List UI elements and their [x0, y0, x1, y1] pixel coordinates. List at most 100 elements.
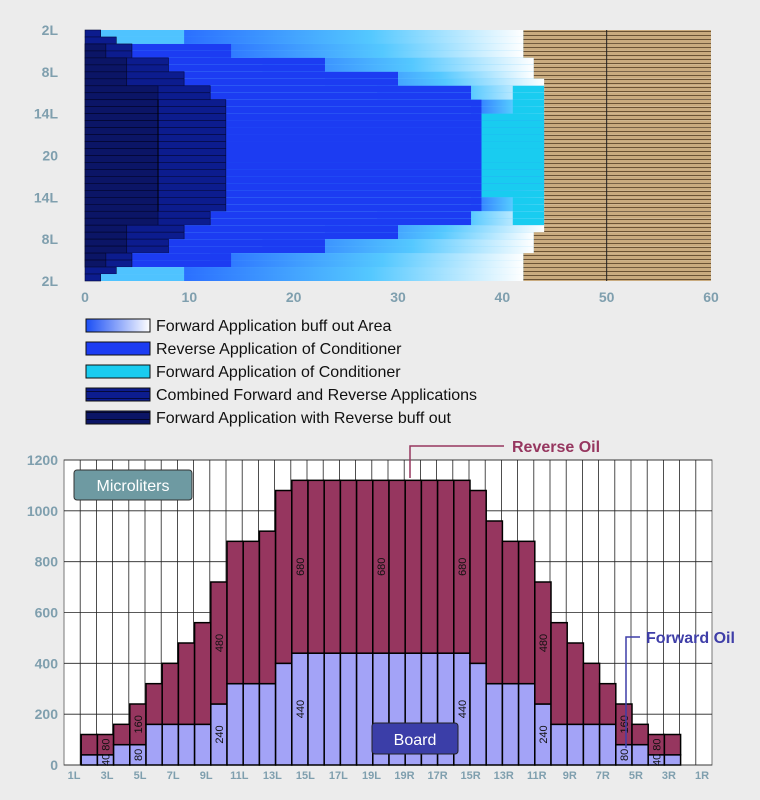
reverse-conditioner-row	[85, 225, 398, 233]
microliters-label: Microliters	[97, 478, 170, 495]
forward-oil-bar	[598, 723, 617, 766]
forward-conditioner-row	[512, 197, 545, 205]
forward-oil-bar	[582, 723, 601, 766]
bar-value-label: 680	[295, 558, 307, 576]
board-region-row	[544, 134, 711, 142]
forward-conditioner-row	[512, 85, 545, 93]
reverse-oil-bar	[485, 520, 504, 685]
forward-oil-bar	[550, 723, 568, 766]
bottom-x-tick-label: 9R	[563, 770, 577, 782]
forward-oil-bar	[485, 682, 504, 766]
reverse-conditioner-row	[85, 99, 482, 107]
forward-conditioner-row	[512, 218, 545, 226]
reverse-conditioner-row	[85, 50, 232, 58]
bottom-x-tick-label: 7L	[167, 770, 180, 782]
bottom-x-tick-label: 19R	[394, 770, 414, 782]
reverse-conditioner-row	[85, 239, 325, 247]
forward-reverse-buff-row	[84, 183, 159, 191]
reverse-oil-bar	[566, 642, 585, 726]
reverse-conditioner-row	[85, 120, 482, 128]
reverse-oil-bar	[258, 530, 277, 685]
buff-out-gradient-row	[324, 71, 534, 79]
combined-applications-row	[84, 36, 117, 45]
reverse-oil-label: Reverse Oil	[512, 439, 600, 456]
forward-conditioner-row	[481, 162, 545, 170]
reverse-oil-bar	[177, 642, 196, 726]
reverse-oil-bar	[420, 479, 439, 654]
buff-out-gradient-row	[184, 274, 524, 281]
board-region-row	[544, 183, 711, 191]
board-region-row	[544, 148, 711, 156]
bottom-chart: 40 80 80 160 240 480 440 680 680 440 680 240 480 80 16…	[27, 439, 735, 782]
legend-swatch-reverse	[85, 341, 151, 356]
bottom-x-tick-label: 19L	[362, 770, 381, 782]
forward-oil-bar	[663, 754, 682, 766]
board-region-row	[523, 267, 711, 275]
bottom-y-tick-label: 600	[35, 605, 59, 621]
forward-oil-bar	[112, 743, 131, 766]
forward-conditioner-row	[512, 204, 545, 212]
forward-reverse-buff-row	[84, 64, 128, 73]
legend-swatch-fwd-rev-buff	[85, 410, 151, 425]
buff-out-gradient-row	[210, 253, 524, 261]
forward-reverse-buff-row	[84, 245, 128, 254]
legend-label: Combined Forward and Reverse Application…	[156, 387, 477, 404]
board-region-row	[533, 71, 711, 79]
reverse-oil-bar	[145, 682, 163, 726]
forward-reverse-buff-row	[84, 92, 159, 101]
forward-oil-bar	[161, 723, 180, 766]
forward-reverse-buff-row	[84, 176, 159, 184]
reverse-conditioner-row	[85, 113, 482, 121]
legend-label: Forward Application with Reverse buff ou…	[156, 410, 452, 427]
forward-oil-bar	[258, 682, 277, 766]
forward-reverse-buff-row	[84, 231, 128, 240]
reverse-oil-bar	[242, 540, 261, 685]
board-region-row	[544, 92, 711, 100]
board-region-row	[533, 57, 711, 65]
forward-reverse-buff-row	[84, 259, 107, 268]
board-region-row	[544, 204, 711, 212]
reverse-conditioner-row	[85, 64, 325, 72]
bottom-y-tick-label: 800	[35, 554, 59, 570]
legend-swatch-combined	[85, 387, 151, 402]
bottom-y-tick-label: 400	[35, 655, 59, 671]
forward-reverse-buff-row	[84, 113, 159, 121]
reverse-oil-bar	[193, 621, 212, 726]
board-region-row	[523, 36, 711, 44]
forward-reverse-buff-row	[84, 141, 159, 149]
forward-oil-label: Forward Oil	[646, 630, 735, 647]
reverse-conditioner-row	[85, 253, 232, 261]
reverse-conditioner-row	[85, 134, 482, 142]
reverse-oil-bar	[80, 733, 99, 756]
bar-value-label: 160	[133, 715, 145, 733]
microliters-box: Microliters	[73, 469, 193, 501]
bar-value-label: 80	[133, 749, 145, 761]
reverse-oil-bar	[388, 479, 406, 654]
top-y-axis: 2L 8L 14L 20 14L 8L 2L	[34, 22, 59, 289]
reverse-conditioner-row	[85, 246, 325, 254]
bottom-x-tick-label: 3L	[101, 770, 114, 782]
bar-value-label: 680	[376, 558, 388, 576]
board-region-row	[544, 169, 711, 177]
forward-reverse-buff-row	[84, 155, 159, 163]
forward-conditioner-row	[481, 183, 545, 191]
forward-reverse-buff-row	[84, 169, 159, 177]
bottom-y-tick-label: 1000	[27, 503, 58, 519]
forward-reverse-buff-row	[84, 120, 159, 128]
reverse-oil-bar	[469, 489, 487, 665]
reverse-conditioner-row	[85, 232, 398, 240]
top-chart: 2L 8L 14L 20 14L 8L 2L 0 10 20 30 40 50 60	[34, 22, 719, 305]
reverse-conditioner-row	[85, 169, 482, 177]
bottom-y-tick-label: 0	[50, 757, 58, 773]
board-region-row	[523, 274, 711, 281]
bottom-bar-labels: 40 80 80 160 240 480 440 680 680 440 680 240 480 80 16…	[101, 558, 664, 766]
board-region-row	[544, 225, 711, 233]
buff-out-gradient-row	[262, 239, 534, 247]
legend-swatch-forward	[85, 364, 151, 379]
top-x-tick-label: 50	[599, 289, 615, 305]
reverse-oil-bar	[161, 662, 180, 726]
top-x-tick-label: 20	[286, 289, 302, 305]
bottom-y-axis: 0 200 400 600 800 1000 1200	[27, 452, 58, 773]
top-x-tick-label: 30	[390, 289, 406, 305]
